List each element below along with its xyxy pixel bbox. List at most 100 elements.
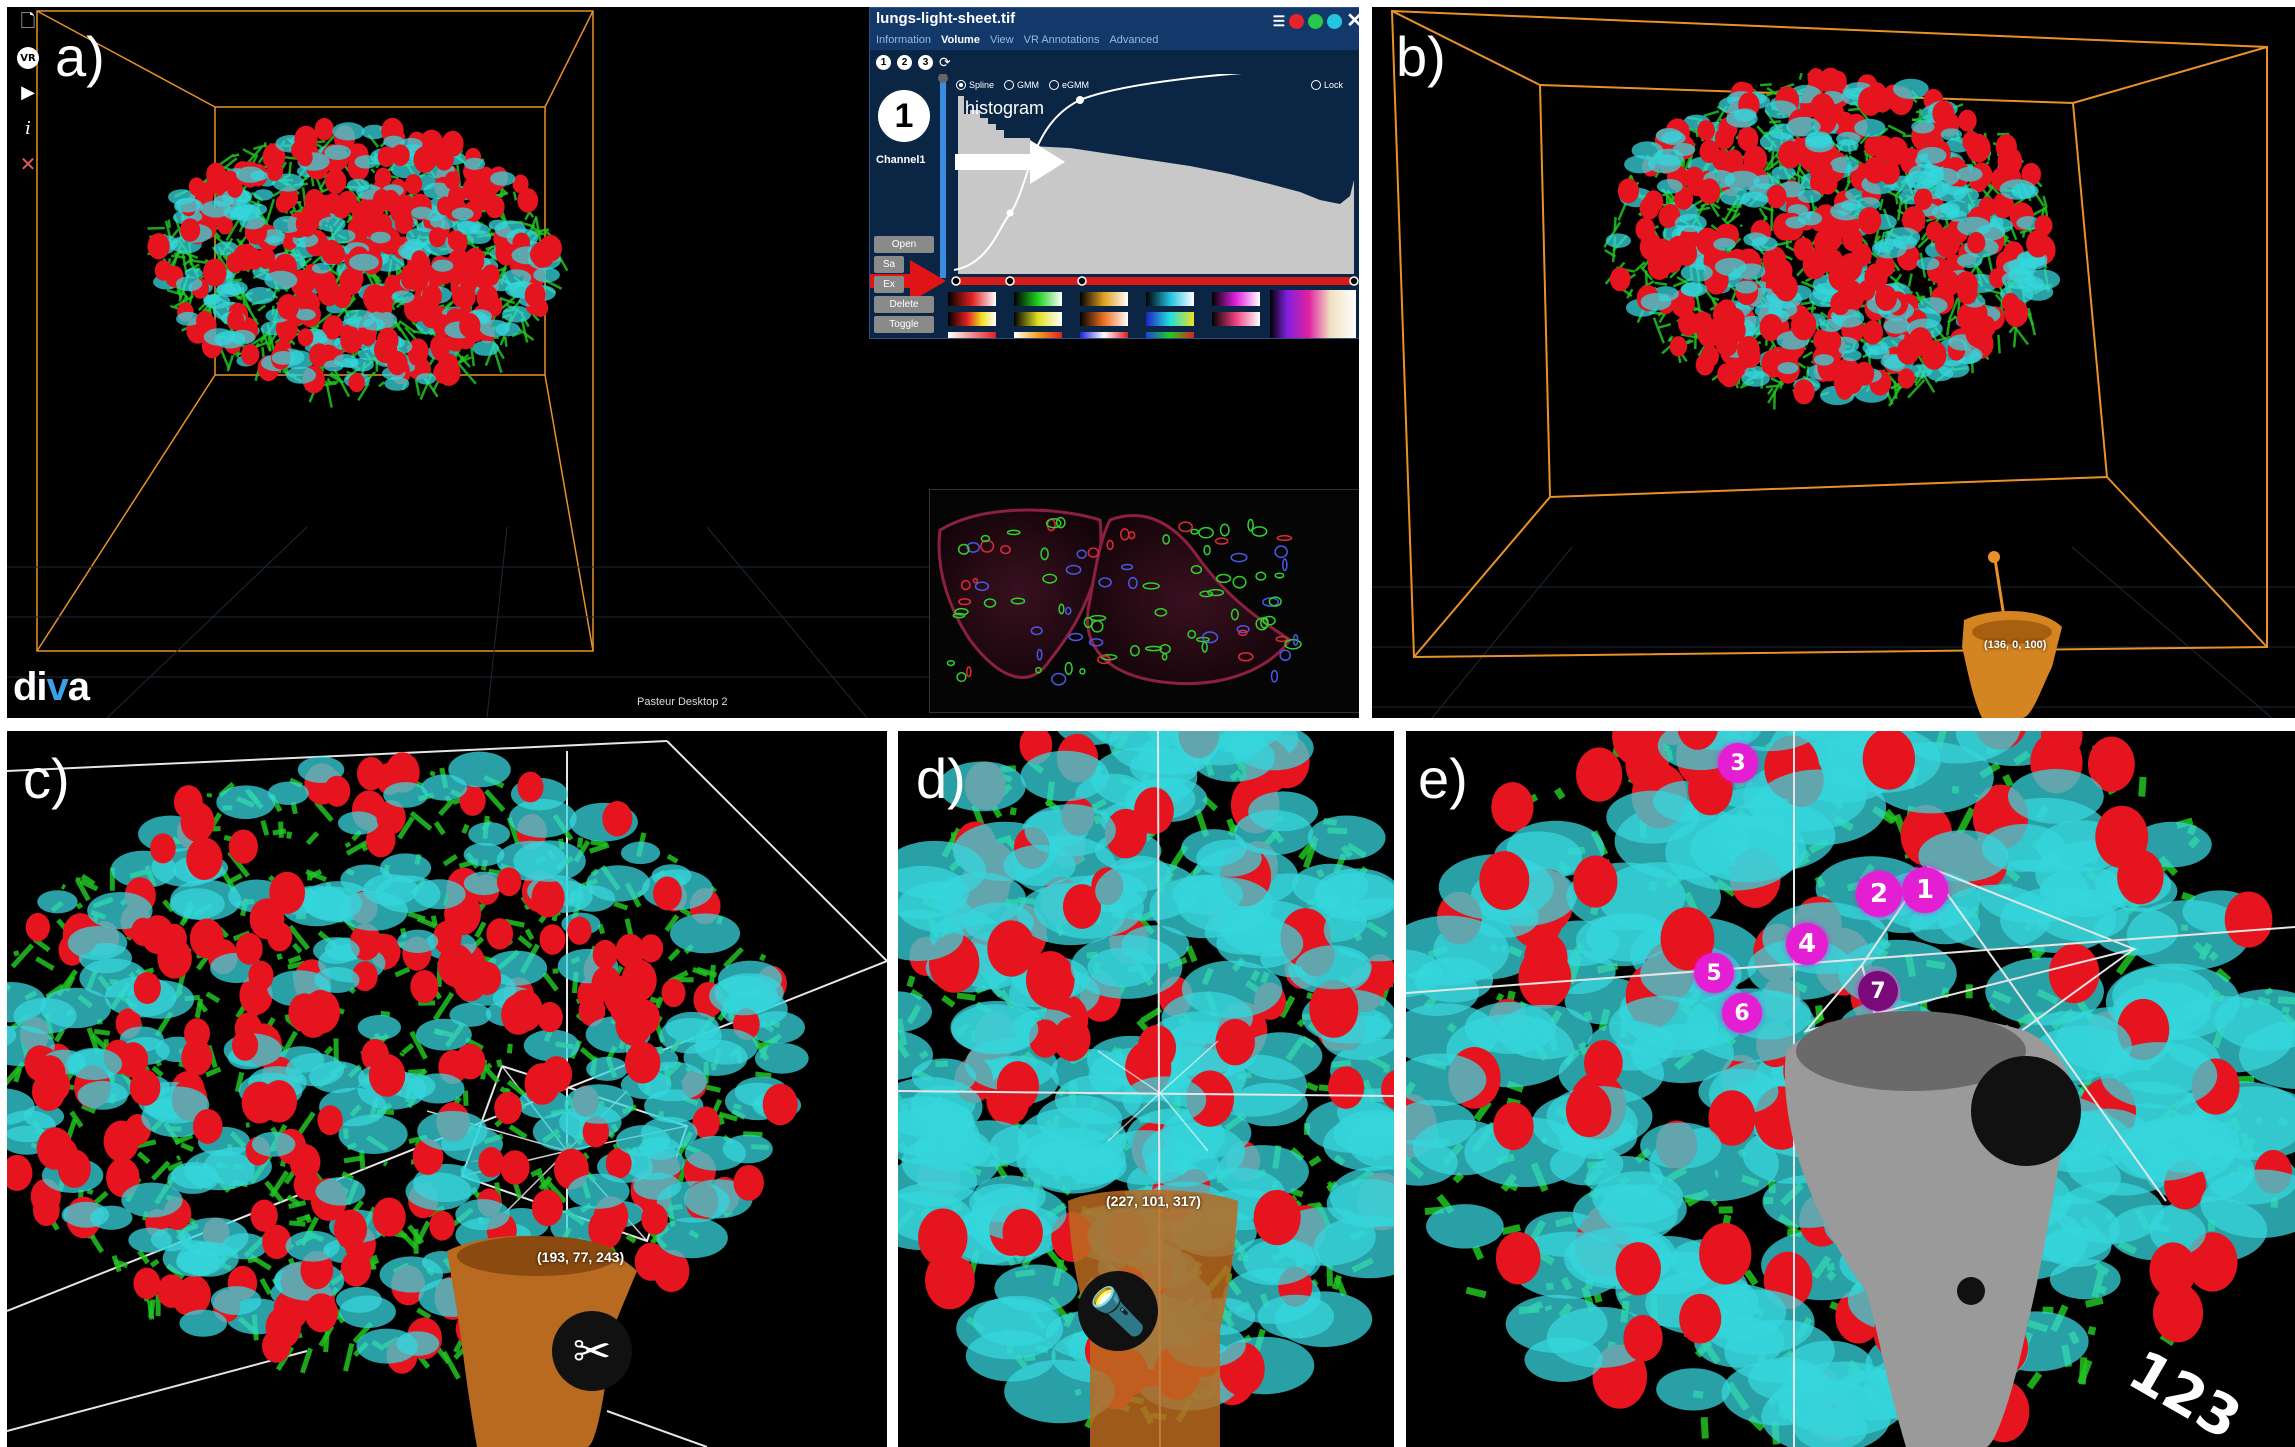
tab-advanced[interactable]: Advanced	[1109, 34, 1159, 46]
cyan-airway	[315, 1177, 366, 1206]
cyan-airway	[1713, 237, 1736, 251]
mode-egmm[interactable]: eGMM	[1049, 80, 1089, 90]
green-filament	[286, 831, 293, 839]
slice-structure	[1292, 633, 1299, 646]
green-filament	[397, 816, 415, 840]
green-filament	[174, 1133, 194, 1146]
lock-toggle[interactable]: Lock	[1310, 80, 1343, 90]
red-nucleus	[420, 306, 437, 325]
flashlight-icon[interactable]: 🔦	[1078, 1271, 1158, 1351]
red-nucleus	[1853, 361, 1875, 386]
tab-volume[interactable]: Volume	[941, 34, 980, 46]
cyan-airway	[7, 982, 46, 1023]
cyan-airway	[2137, 1114, 2240, 1173]
red-channel-dot[interactable]	[1289, 13, 1305, 29]
green-filament	[206, 793, 213, 798]
green-filament	[1887, 124, 1907, 136]
panel-e: e) 3 2 1 4 5 6 7 123	[1406, 731, 2295, 1447]
slice-structure	[1040, 547, 1049, 561]
red-nucleus	[1309, 980, 1359, 1038]
mode-spline[interactable]: Spline	[956, 80, 994, 90]
cyan-airway	[1231, 1236, 1316, 1286]
close-icon[interactable]: ✕	[1346, 10, 1359, 32]
red-nucleus	[1644, 190, 1664, 213]
green-filament	[289, 1220, 306, 1227]
cyan-airway	[331, 229, 356, 243]
green-filament	[2012, 324, 2030, 346]
slice-structure	[952, 612, 966, 619]
green-filament	[1617, 202, 1628, 221]
channel-3-button[interactable]: 3	[918, 55, 933, 70]
cyan-airway	[384, 376, 410, 391]
red-nucleus	[293, 1169, 321, 1201]
cyan-channel-dot[interactable]	[1327, 13, 1343, 29]
mode-gmm[interactable]: GMM	[1004, 80, 1039, 90]
red-nucleus	[501, 994, 536, 1035]
slice-structure	[960, 579, 971, 591]
green-filament	[394, 966, 411, 978]
cyan-airway	[956, 1298, 1064, 1360]
refresh-icon[interactable]: ⟳	[939, 54, 951, 70]
tab-view[interactable]: View	[989, 34, 1014, 46]
scissors-icon[interactable]: ✂	[552, 1311, 632, 1391]
cyan-airway	[179, 1217, 249, 1258]
green-filament	[167, 219, 172, 228]
cyan-airway	[586, 1056, 629, 1081]
slice-structure	[1237, 629, 1248, 637]
info-icon[interactable]: i	[25, 117, 31, 139]
export-button[interactable]: Ex	[874, 276, 904, 293]
green-filament	[1888, 383, 1904, 407]
green-filament	[135, 1139, 157, 1149]
red-nucleus	[407, 267, 429, 292]
green-filament	[624, 918, 634, 937]
channel-2-button[interactable]: 2	[897, 55, 912, 70]
green-filament	[1593, 1293, 1603, 1304]
red-nucleus	[639, 934, 664, 963]
red-nucleus	[1857, 280, 1876, 301]
slice-structure	[1055, 516, 1066, 529]
sliders-icon[interactable]: ☰	[1272, 13, 1286, 29]
red-nucleus	[295, 210, 318, 237]
green-filament	[148, 1299, 156, 1319]
green-filament	[1947, 316, 1957, 324]
slice-structure	[980, 534, 991, 543]
green-filament	[205, 1066, 222, 1078]
green-filament	[438, 798, 455, 817]
file-icon[interactable]: 🗋	[20, 11, 36, 32]
cyan-airway	[1036, 1095, 1123, 1145]
red-nucleus	[1328, 1066, 1365, 1109]
red-nucleus	[987, 920, 1036, 977]
cyan-airway	[179, 1309, 227, 1337]
camera-icon[interactable]: ▶	[21, 81, 35, 103]
toggle-button[interactable]: Toggle	[874, 316, 934, 333]
cyan-airway	[2055, 1181, 2164, 1244]
slice-structure	[1230, 608, 1239, 621]
red-nucleus	[1978, 196, 1997, 218]
tab-information[interactable]: Information	[876, 34, 932, 46]
red-nucleus	[109, 1129, 136, 1161]
close-icon[interactable]: ✕	[19, 152, 37, 176]
channel-1-button[interactable]: 1	[876, 55, 891, 70]
green-filament	[1878, 198, 1884, 211]
green-filament	[506, 1043, 513, 1054]
save-button[interactable]: Sa	[874, 256, 904, 273]
slice-structure	[1262, 615, 1276, 626]
cyan-airway	[495, 322, 521, 337]
cyan-airway	[1174, 731, 1267, 766]
green-filament	[2087, 1325, 2097, 1336]
green-channel-dot[interactable]	[1308, 13, 1324, 29]
red-nucleus	[592, 939, 618, 970]
red-nucleus	[180, 218, 201, 242]
red-nucleus	[1381, 1070, 1394, 1110]
slice-structure	[1079, 667, 1086, 675]
red-nucleus	[265, 1306, 301, 1349]
red-nucleus	[34, 1055, 66, 1093]
delete-button[interactable]: Delete	[874, 296, 934, 313]
histogram-chart[interactable]	[870, 74, 1359, 338]
cyan-airway	[457, 220, 479, 233]
red-nucleus	[275, 194, 292, 213]
vr-icon[interactable]: VR	[17, 47, 39, 69]
cyan-airway	[1751, 236, 1778, 252]
open-button[interactable]: Open	[874, 236, 934, 253]
tab-vr-annotations[interactable]: VR Annotations	[1023, 34, 1100, 46]
